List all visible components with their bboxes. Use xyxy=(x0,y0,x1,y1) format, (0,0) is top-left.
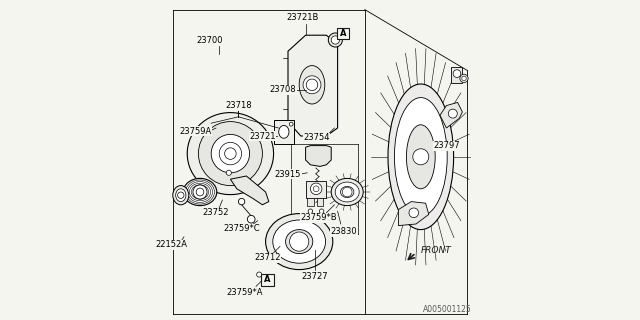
Text: 23759*C: 23759*C xyxy=(223,224,260,233)
Text: 23797: 23797 xyxy=(433,141,460,150)
Text: 23754: 23754 xyxy=(303,133,330,142)
Text: 23759A: 23759A xyxy=(179,127,211,136)
Text: A005001125: A005001125 xyxy=(423,305,472,314)
Text: 22152A: 22152A xyxy=(155,240,187,249)
Text: FRONT: FRONT xyxy=(421,246,452,255)
Circle shape xyxy=(453,70,461,77)
Circle shape xyxy=(238,198,244,205)
Circle shape xyxy=(178,192,184,198)
Circle shape xyxy=(196,188,204,196)
Circle shape xyxy=(198,122,262,186)
Circle shape xyxy=(413,149,429,165)
Circle shape xyxy=(289,232,309,251)
Circle shape xyxy=(409,208,419,218)
Polygon shape xyxy=(440,102,462,128)
Ellipse shape xyxy=(186,181,214,203)
Text: 23752: 23752 xyxy=(203,208,229,217)
Text: 23708: 23708 xyxy=(270,85,296,94)
Ellipse shape xyxy=(332,179,364,206)
Circle shape xyxy=(257,272,262,277)
Ellipse shape xyxy=(406,125,435,189)
Circle shape xyxy=(310,183,322,195)
Circle shape xyxy=(307,79,317,91)
Circle shape xyxy=(319,209,324,213)
Ellipse shape xyxy=(279,125,289,138)
FancyBboxPatch shape xyxy=(337,28,349,39)
Circle shape xyxy=(460,74,468,83)
Ellipse shape xyxy=(285,230,313,253)
Circle shape xyxy=(332,36,340,44)
Ellipse shape xyxy=(183,179,217,206)
Circle shape xyxy=(225,148,236,159)
Bar xyxy=(274,120,294,144)
Circle shape xyxy=(193,185,207,199)
Bar xyxy=(307,198,314,206)
Text: 23712: 23712 xyxy=(254,253,280,262)
Text: 23759*B: 23759*B xyxy=(300,213,337,222)
Circle shape xyxy=(227,170,232,175)
Ellipse shape xyxy=(340,186,354,197)
Text: 23915: 23915 xyxy=(275,170,301,179)
Circle shape xyxy=(219,142,242,165)
Text: 23718: 23718 xyxy=(225,101,252,110)
Circle shape xyxy=(462,76,466,81)
Ellipse shape xyxy=(388,84,454,230)
Circle shape xyxy=(328,33,342,47)
Circle shape xyxy=(314,186,319,192)
Polygon shape xyxy=(288,35,338,136)
Text: 23721: 23721 xyxy=(249,132,276,140)
Text: 23830: 23830 xyxy=(331,228,357,236)
Ellipse shape xyxy=(273,220,326,263)
Circle shape xyxy=(303,76,321,94)
FancyBboxPatch shape xyxy=(261,274,274,286)
Circle shape xyxy=(289,122,293,126)
Ellipse shape xyxy=(335,182,359,202)
Text: 23727: 23727 xyxy=(302,272,328,281)
Polygon shape xyxy=(188,113,274,195)
Text: A: A xyxy=(264,276,271,284)
Circle shape xyxy=(448,109,458,118)
Ellipse shape xyxy=(266,214,333,269)
Bar xyxy=(451,67,462,83)
Circle shape xyxy=(211,134,250,173)
Text: 23721B: 23721B xyxy=(286,13,319,22)
Ellipse shape xyxy=(173,186,189,205)
Text: A: A xyxy=(340,29,346,38)
Ellipse shape xyxy=(394,98,447,216)
Polygon shape xyxy=(306,146,332,166)
Circle shape xyxy=(247,215,255,223)
Polygon shape xyxy=(230,176,269,205)
Ellipse shape xyxy=(186,180,214,204)
Bar xyxy=(317,198,323,206)
Ellipse shape xyxy=(175,189,186,202)
Circle shape xyxy=(342,187,352,197)
Ellipse shape xyxy=(300,66,325,104)
Text: 23700: 23700 xyxy=(196,36,223,44)
Polygon shape xyxy=(398,202,429,226)
Text: 23759*A: 23759*A xyxy=(227,288,263,297)
Bar xyxy=(306,181,326,198)
Circle shape xyxy=(308,209,312,213)
